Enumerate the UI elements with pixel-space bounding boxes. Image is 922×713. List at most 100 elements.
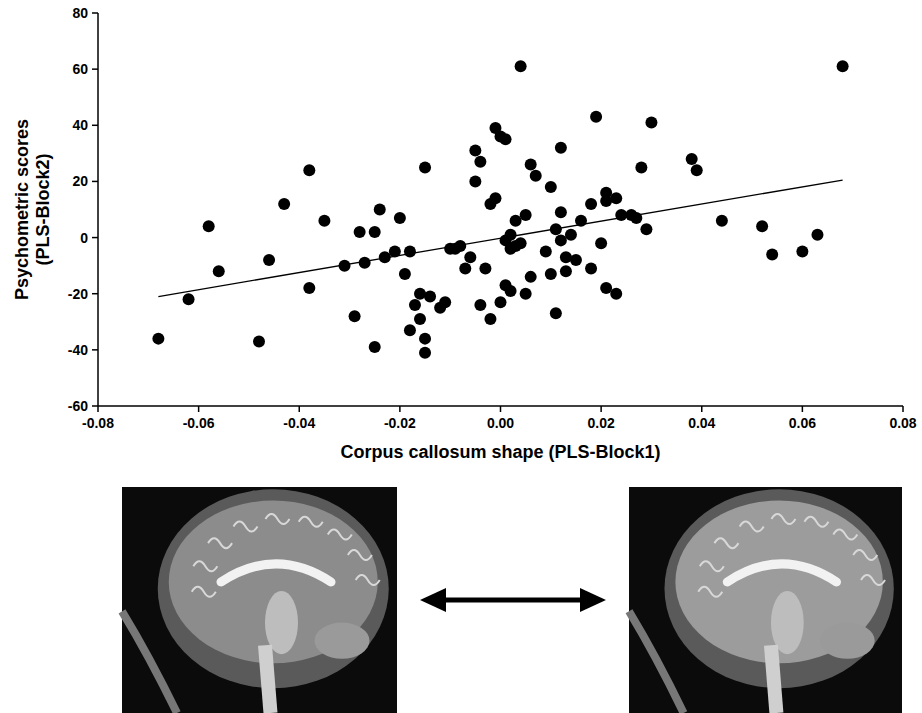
point xyxy=(489,192,501,204)
plot-area xyxy=(152,60,848,358)
point xyxy=(756,220,768,232)
x-tick-label: 0.08 xyxy=(889,415,916,431)
x-tick-label: 0.06 xyxy=(789,415,816,431)
point xyxy=(278,198,290,210)
y-tick xyxy=(92,293,98,295)
x-tick xyxy=(902,406,904,412)
point xyxy=(500,133,512,145)
y-tick xyxy=(92,349,98,351)
y-tick-label: 80 xyxy=(72,5,88,21)
point xyxy=(459,262,471,274)
point xyxy=(505,285,517,297)
y-tick xyxy=(92,125,98,127)
y-tick-label: -20 xyxy=(68,286,88,302)
point xyxy=(399,268,411,280)
x-tick-label: -0.08 xyxy=(82,415,114,431)
point xyxy=(555,206,567,218)
trend-line xyxy=(158,180,842,296)
point xyxy=(474,299,486,311)
x-tick xyxy=(97,406,99,412)
double-arrow xyxy=(420,588,606,612)
point xyxy=(575,215,587,227)
point xyxy=(555,142,567,154)
point xyxy=(404,324,416,336)
y-tick xyxy=(92,12,98,14)
y-tick xyxy=(92,405,98,407)
point xyxy=(369,226,381,238)
x-tick xyxy=(399,406,401,412)
point xyxy=(520,288,532,300)
y-axis xyxy=(97,13,99,406)
point xyxy=(811,229,823,241)
y-tick xyxy=(92,68,98,70)
y-tick-label: 40 xyxy=(72,117,88,133)
point xyxy=(414,313,426,325)
point xyxy=(454,240,466,252)
point xyxy=(303,164,315,176)
point xyxy=(585,262,597,274)
point xyxy=(796,246,808,258)
mri-image xyxy=(629,487,902,713)
x-tick-label: -0.04 xyxy=(283,415,315,431)
point xyxy=(600,282,612,294)
point xyxy=(525,271,537,283)
point xyxy=(464,251,476,263)
point xyxy=(545,181,557,193)
point xyxy=(837,60,849,72)
y-tick-label: 20 xyxy=(72,173,88,189)
point xyxy=(550,223,562,235)
point xyxy=(691,164,703,176)
y-tick xyxy=(92,237,98,239)
x-tick-label: 0.02 xyxy=(588,415,615,431)
point xyxy=(686,153,698,165)
point xyxy=(716,215,728,227)
point xyxy=(439,296,451,308)
point xyxy=(404,246,416,258)
point xyxy=(394,212,406,224)
point xyxy=(515,237,527,249)
point xyxy=(515,60,527,72)
point xyxy=(419,333,431,345)
point xyxy=(359,257,371,269)
point xyxy=(203,220,215,232)
point xyxy=(570,254,582,266)
point xyxy=(565,229,577,241)
point xyxy=(766,248,778,260)
x-tick-label: -0.06 xyxy=(183,415,215,431)
point xyxy=(610,288,622,300)
y-tick xyxy=(92,181,98,183)
y-tick-label: -40 xyxy=(68,342,88,358)
point xyxy=(303,282,315,294)
point xyxy=(469,175,481,187)
point xyxy=(545,268,557,280)
point xyxy=(495,296,507,308)
point xyxy=(414,288,426,300)
point xyxy=(152,333,164,345)
point xyxy=(379,251,391,263)
y-axis-title: Psychometric scores(PLS-Block2) xyxy=(12,119,53,300)
point xyxy=(645,116,657,128)
point xyxy=(424,291,436,303)
x-tick-label: 0.00 xyxy=(487,415,514,431)
point xyxy=(419,161,431,173)
y-tick-label: 0 xyxy=(80,230,88,246)
point xyxy=(389,246,401,258)
point xyxy=(419,347,431,359)
point xyxy=(525,159,537,171)
x-tick xyxy=(701,406,703,412)
x-tick xyxy=(198,406,200,412)
point xyxy=(253,335,265,347)
y-tick-label: 60 xyxy=(72,61,88,77)
point xyxy=(263,254,275,266)
point xyxy=(354,226,366,238)
point xyxy=(585,198,597,210)
point xyxy=(635,161,647,173)
point xyxy=(183,293,195,305)
point xyxy=(630,212,642,224)
x-tick xyxy=(500,406,502,412)
point xyxy=(610,192,622,204)
x-tick xyxy=(802,406,804,412)
point xyxy=(560,251,572,263)
point xyxy=(474,156,486,168)
point xyxy=(213,265,225,277)
